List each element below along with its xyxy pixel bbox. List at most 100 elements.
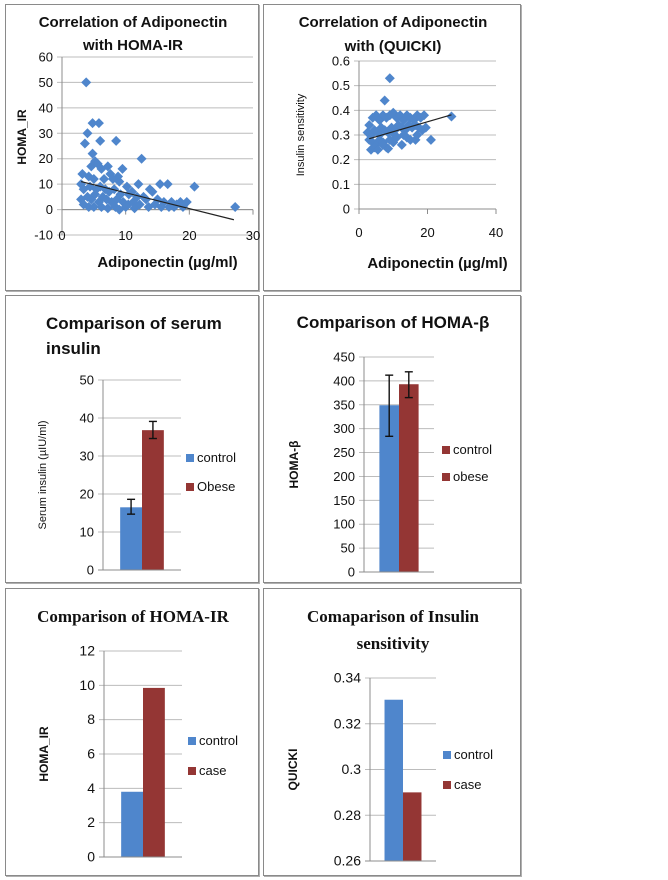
- y-tick-label: 0: [87, 563, 94, 578]
- y-tick-label: 0: [343, 202, 350, 217]
- y-tick-label: 0.5: [332, 78, 350, 93]
- y-axis-label: HOMA_IR: [15, 109, 29, 165]
- y-tick-label: 60: [39, 50, 53, 65]
- chart-title-line: insulin: [46, 339, 101, 358]
- bar-control: [121, 791, 143, 857]
- chart-title-line: with HOMA-IR: [82, 37, 183, 54]
- y-tick-label: 10: [39, 177, 53, 192]
- y-tick-label: 4: [87, 780, 95, 796]
- data-point: [120, 202, 131, 213]
- data-point: [417, 125, 428, 136]
- chart-title-line: Comparison of HOMA-β: [297, 313, 490, 332]
- data-point: [364, 120, 375, 131]
- bar-obese: [399, 384, 419, 572]
- data-point: [410, 134, 421, 145]
- data-point: [88, 174, 99, 185]
- data-point: [384, 110, 395, 121]
- legend-label-obese: Obese: [197, 479, 235, 494]
- data-point: [162, 179, 173, 190]
- legend-swatch-control: [442, 446, 450, 454]
- y-axis-label: HOMA-β: [287, 441, 301, 489]
- y-tick-label: 0.32: [334, 715, 361, 731]
- data-point: [446, 111, 457, 122]
- legend-swatch-obese: [442, 473, 450, 481]
- y-axis-label: HOMA_IR: [37, 726, 51, 782]
- data-point: [102, 161, 113, 172]
- y-tick-label: 0.6: [332, 54, 350, 69]
- legend-swatch-case: [443, 781, 451, 789]
- legend-label-control: control: [453, 442, 492, 457]
- data-point: [81, 77, 92, 88]
- data-point: [393, 120, 404, 131]
- data-point: [147, 186, 158, 197]
- data-point: [99, 174, 110, 185]
- scatter-chart-homa-ir: Correlation of Adiponectin with HOMA-IR -1…: [15, 14, 260, 271]
- y-tick-label: 20: [80, 487, 94, 502]
- y-tick-label: 150: [333, 493, 355, 508]
- y-tick-label: 0.2: [332, 152, 350, 167]
- y-tick-label: 250: [333, 445, 355, 460]
- bar-chart-serum-insulin: Comparison of serum insulin 0 10 20 30 40 50 con…: [37, 314, 236, 578]
- data-point: [377, 139, 388, 150]
- x-tick-label: 40: [489, 225, 503, 240]
- data-point: [369, 125, 380, 136]
- y-tick-label: 8: [87, 711, 95, 727]
- y-tick-label: 50: [341, 541, 355, 556]
- trend-line: [80, 181, 235, 221]
- data-point: [87, 118, 98, 129]
- y-axis-label: QUICKI: [286, 749, 300, 791]
- data-point: [117, 163, 128, 174]
- data-point: [111, 135, 122, 146]
- bar-chart-insulin-sensitivity: Comaparison of Insulin sensitivity 0.26 0.2…: [286, 607, 493, 869]
- bar-control: [384, 699, 403, 861]
- data-point: [82, 128, 93, 139]
- data-point: [420, 122, 431, 133]
- data-point: [88, 202, 99, 213]
- y-tick-label: 10: [79, 677, 95, 693]
- data-point: [83, 202, 94, 213]
- y-tick-label: 100: [333, 517, 355, 532]
- data-point: [398, 130, 409, 140]
- data-point: [372, 144, 383, 155]
- chart-title-line: Comaparison of Insulin: [307, 607, 479, 626]
- legend-label-control: control: [197, 450, 236, 465]
- data-point: [384, 134, 395, 145]
- data-point: [87, 148, 98, 159]
- y-tick-label: 300: [333, 421, 355, 436]
- data-point: [90, 189, 101, 200]
- legend-label-control: control: [454, 747, 493, 762]
- data-point: [377, 110, 388, 121]
- data-point: [386, 122, 397, 133]
- y-tick-label: 400: [333, 373, 355, 388]
- chart-panel-homa-ir-bar: Comparison of HOMA-IR 0 2 4 6 8 10 12 control cas…: [5, 588, 259, 876]
- y-axis-label: Serum insulin (µIU/ml): [37, 420, 49, 529]
- legend-label-case: case: [454, 777, 481, 792]
- y-tick-label: 12: [79, 643, 95, 659]
- data-point: [121, 181, 132, 192]
- data-point: [412, 130, 423, 140]
- bar-case: [143, 687, 165, 857]
- legend-swatch-case: [188, 767, 196, 775]
- chart-panel-serum-insulin: Comparison of serum insulin 0 10 20 30 40 50 con…: [5, 295, 259, 583]
- chart-panel-insulin-sensitivity: Comaparison of Insulin sensitivity 0.26 0.2…: [263, 588, 521, 876]
- data-point: [367, 137, 378, 148]
- y-tick-label: 0.4: [332, 103, 350, 118]
- x-tick-label: 0: [355, 225, 362, 240]
- data-point: [379, 95, 390, 106]
- data-point: [383, 143, 394, 154]
- data-point: [189, 181, 200, 192]
- data-point: [133, 179, 144, 190]
- legend-swatch-control: [188, 737, 196, 745]
- y-tick-label: 200: [333, 469, 355, 484]
- y-axis-label: Insulin sensitivity: [295, 93, 307, 176]
- data-point: [367, 112, 378, 123]
- y-tick-label: 0: [46, 202, 53, 217]
- y-tick-label: 2: [87, 814, 95, 830]
- data-point: [405, 134, 416, 145]
- y-tick-label: 0.3: [342, 761, 362, 777]
- y-tick-label: 450: [333, 350, 355, 365]
- y-tick-label: 0.26: [334, 853, 361, 869]
- x-axis-label: Adiponectin (µg/ml): [367, 255, 507, 272]
- y-tick-label: 30: [80, 449, 94, 464]
